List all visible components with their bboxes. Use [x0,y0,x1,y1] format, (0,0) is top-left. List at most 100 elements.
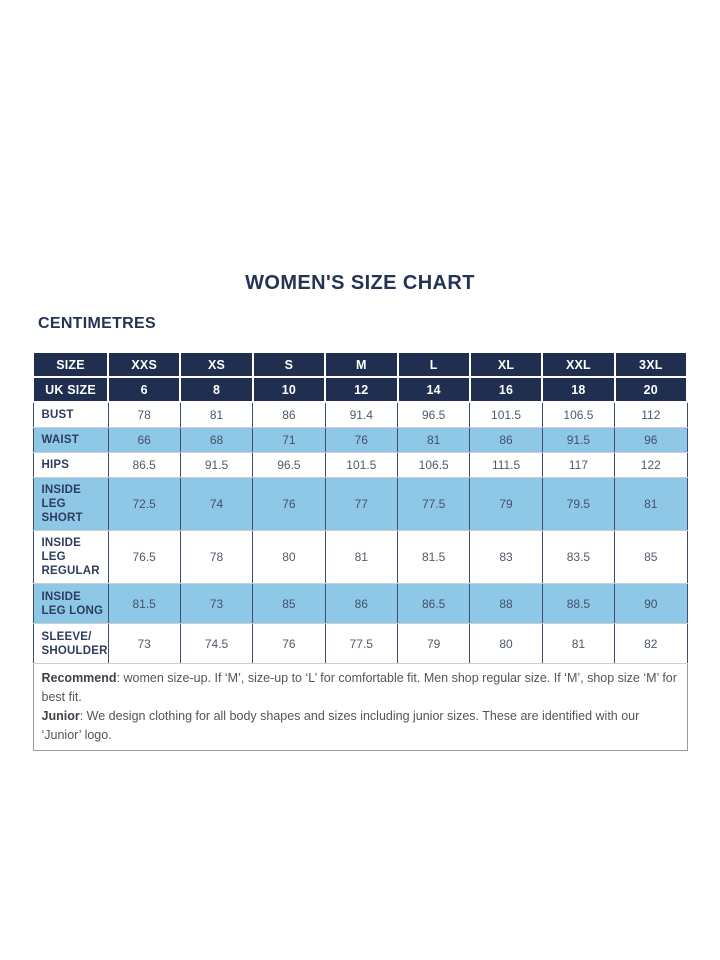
value-cell: 76.5 [107,530,181,584]
footer-note-recommend: Recommend: women size-up. If ‘M’, size-u… [42,669,679,707]
value-cell: 91.5 [541,427,616,453]
size-chart-footer: Recommend: women size-up. If ‘M’, size-u… [32,663,688,751]
value-cell: 106.5 [541,401,616,428]
header-value-cell: XL [468,351,544,378]
value-cell: 74.5 [179,623,254,664]
value-cell: 74 [179,477,254,531]
header-value-cell: XS [179,351,254,378]
header-value-cell: 12 [324,376,399,403]
value-cell: 122 [614,452,688,478]
header-value-cell: 6 [106,376,182,403]
row-label-cell: SLEEVE/ SHOULDER [32,623,109,664]
value-cell: 85 [252,583,326,624]
size-chart-header: SIZE XXS XS S M L XL XXL 3XL UK SIZE 6 8 10 12 14 16 18 2… [32,351,689,403]
table-row: HIPS 86.5 91.5 96.5 101.5 106.5 111.5 117 122 [32,452,688,478]
value-cell: 73 [107,623,181,664]
value-cell: 96.5 [396,401,471,428]
row-label-cell: BUST [32,401,109,428]
value-cell: 77.5 [396,477,471,531]
row-label-cell: INSIDE LEG SHORT [32,477,109,531]
value-cell: 81 [614,477,688,531]
value-cell: 96 [614,427,688,453]
value-cell: 83 [469,530,543,584]
footer-note-junior-label: Junior [41,709,80,723]
header-value-cell: L [396,351,471,378]
header-value-cell: 16 [468,376,544,403]
header-row-size: SIZE XXS XS S M L XL XXL 3XL [32,351,689,378]
value-cell: 76 [252,477,326,531]
value-cell: 76 [252,623,326,664]
value-cell: 72.5 [107,477,181,531]
footer-note-junior-text: : We design clothing for all body shapes… [41,709,640,742]
row-label-cell: WAIST [32,427,109,453]
table-row: INSIDE LEG SHORT 72.5 74 76 77 77.5 79 79.5 81 [32,477,688,531]
header-value-cell: 3XL [613,351,689,378]
value-cell: 88 [469,583,543,624]
value-cell: 68 [179,427,254,453]
value-cell: 96.5 [252,452,326,478]
footer-note-row: Recommend: women size-up. If ‘M’, size-u… [32,663,688,751]
value-cell: 81.5 [396,530,471,584]
value-cell: 86 [324,583,399,624]
table-row: INSIDE LEG REGULAR 76.5 78 80 81 81.5 83 83.5 85 [32,530,688,584]
footer-note-cell: Recommend: women size-up. If ‘M’, size-u… [32,663,688,751]
value-cell: 91.4 [324,401,399,428]
value-cell: 81 [324,530,399,584]
size-chart-table: SIZE XXS XS S M L XL XXL 3XL UK SIZE 6 8 10 12 14 16 18 2… [32,351,689,751]
value-cell: 80 [469,623,543,664]
header-value-cell: 20 [613,376,689,403]
value-cell: 79 [469,477,543,531]
value-cell: 91.5 [179,452,254,478]
footer-note-junior: Junior: We design clothing for all body … [42,707,679,745]
table-row: INSIDE LEG LONG 81.5 73 85 86 86.5 88 88.5 90 [32,583,688,624]
value-cell: 85 [614,530,688,584]
value-cell: 86.5 [107,452,181,478]
value-cell: 101.5 [324,452,399,478]
value-cell: 86 [469,427,543,453]
header-value-cell: XXL [541,351,616,378]
header-value-cell: 18 [541,376,616,403]
header-value-cell: 8 [179,376,254,403]
value-cell: 77 [324,477,399,531]
table-row: WAIST 66 68 71 76 81 86 91.5 96 [32,427,688,453]
header-label-cell: SIZE [32,351,109,378]
value-cell: 80 [252,530,326,584]
row-label-cell: INSIDE LEG LONG [32,583,109,624]
table-row: BUST 78 81 86 91.4 96.5 101.5 106.5 112 [32,401,688,428]
row-label-cell: HIPS [32,452,109,478]
header-value-cell: 14 [396,376,471,403]
row-label-cell: INSIDE LEG REGULAR [32,530,109,584]
value-cell: 78 [107,401,181,428]
value-cell: 86 [252,401,326,428]
value-cell: 78 [179,530,254,584]
value-cell: 117 [541,452,616,478]
header-value-cell: M [324,351,399,378]
value-cell: 106.5 [396,452,471,478]
value-cell: 81 [179,401,254,428]
value-cell: 83.5 [541,530,616,584]
value-cell: 73 [179,583,254,624]
value-cell: 71 [252,427,326,453]
header-value-cell: XXS [106,351,182,378]
size-chart-body: BUST 78 81 86 91.4 96.5 101.5 106.5 112 WAIST 66 68… [32,401,688,664]
value-cell: 79 [396,623,471,664]
header-row-uk-size: UK SIZE 6 8 10 12 14 16 18 20 [32,376,689,403]
value-cell: 66 [107,427,181,453]
value-cell: 112 [614,401,688,428]
value-cell: 90 [614,583,688,624]
value-cell: 76 [324,427,399,453]
value-cell: 86.5 [396,583,471,624]
value-cell: 77.5 [324,623,399,664]
value-cell: 88.5 [541,583,616,624]
value-cell: 101.5 [469,401,543,428]
table-row: SLEEVE/ SHOULDER 73 74.5 76 77.5 79 80 81 82 [32,623,688,664]
value-cell: 81 [541,623,616,664]
value-cell: 82 [614,623,688,664]
value-cell: 111.5 [469,452,543,478]
value-cell: 81 [396,427,471,453]
unit-label: CENTIMETRES [38,315,156,332]
value-cell: 81.5 [107,583,181,624]
footer-note-recommend-text: : women size-up. If ‘M’, size-up to ‘L’ … [41,671,677,704]
page-title: WOMEN'S SIZE CHART [245,272,475,294]
